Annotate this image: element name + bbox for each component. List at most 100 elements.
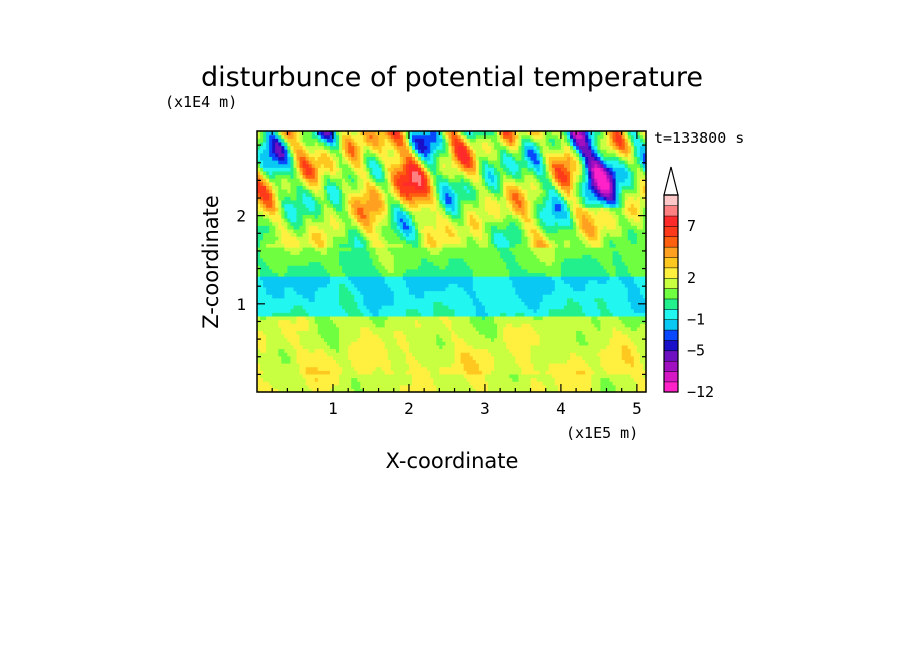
field-cell (606, 359, 611, 364)
field-cell (633, 301, 638, 306)
field-cell (606, 276, 611, 281)
field-cell (287, 370, 292, 375)
field-cell (503, 283, 507, 288)
field-cell (612, 381, 617, 386)
field-cell (378, 388, 383, 393)
field-cell (336, 279, 340, 284)
field-cell (509, 312, 513, 317)
field-cell (263, 323, 267, 328)
field-cell (314, 254, 319, 259)
field-cell (311, 337, 316, 342)
field-cell (624, 257, 629, 263)
field-cell (609, 286, 614, 292)
field-cell (399, 373, 404, 379)
field-cell (570, 344, 574, 350)
field-cell (436, 337, 440, 342)
field-cell (542, 388, 547, 393)
field-cell (405, 334, 410, 339)
field-cell (342, 377, 346, 382)
field-cell (554, 319, 559, 324)
field-cell (390, 254, 395, 259)
field-cell (411, 305, 416, 310)
field-cell (533, 279, 538, 284)
field-cell (487, 290, 492, 295)
field-cell (630, 366, 635, 371)
field-cell (442, 341, 447, 346)
field-cell (257, 297, 261, 302)
field-cell (421, 344, 425, 350)
field-cell (591, 254, 595, 259)
field-cell (366, 334, 371, 339)
field-cell (393, 384, 398, 389)
field-cell (536, 341, 541, 346)
field-cell (293, 359, 298, 364)
field-cell (621, 305, 626, 310)
field-cell (460, 305, 465, 310)
field-cell (509, 366, 513, 371)
field-cell (332, 290, 337, 295)
field-cell (293, 381, 298, 386)
field-cell (257, 323, 261, 328)
field-cell (478, 337, 483, 342)
field-cell (293, 326, 298, 331)
field-cell (360, 334, 364, 339)
field-cell (430, 352, 434, 357)
field-cell (415, 290, 419, 295)
field-cell (430, 323, 434, 328)
field-cell (305, 348, 310, 353)
field-cell (472, 366, 477, 371)
field-cell (576, 334, 580, 339)
field-cell (487, 341, 492, 346)
field-cell (314, 294, 319, 299)
field-cell (305, 268, 310, 273)
field-cell (521, 366, 526, 371)
field-cell (603, 279, 608, 284)
field-cell (518, 326, 522, 331)
field-cell (548, 366, 553, 371)
field-cell (281, 373, 285, 379)
field-cell (408, 381, 413, 386)
field-cell (296, 294, 301, 299)
field-cell (515, 283, 519, 288)
field-cell (445, 279, 450, 284)
field-cell (515, 341, 519, 346)
field-cell (533, 265, 538, 270)
field-cell (342, 344, 346, 350)
field-cell (369, 250, 374, 255)
field-cell (314, 337, 319, 342)
field-cell (405, 294, 410, 299)
field-cell (521, 279, 526, 284)
field-cell (293, 312, 298, 317)
field-cell (329, 388, 334, 393)
field-cell (281, 341, 285, 346)
field-cell (506, 355, 510, 360)
field-cell (457, 268, 462, 273)
field-cell (287, 276, 292, 281)
field-cell (302, 384, 307, 389)
field-cell (621, 334, 626, 339)
field-cell (402, 312, 407, 317)
field-cell (317, 257, 322, 263)
field-cell (494, 286, 498, 292)
field-cell (475, 265, 480, 270)
field-cell (512, 348, 516, 353)
field-cell (506, 348, 510, 353)
field-cell (332, 305, 337, 310)
field-cell (381, 254, 386, 259)
field-cell (415, 381, 419, 386)
field-cell (299, 359, 304, 364)
field-cell (448, 308, 453, 313)
field-cell (560, 305, 565, 310)
field-cell (399, 381, 404, 386)
field-cell (588, 326, 592, 331)
field-cell (363, 261, 368, 266)
field-cell (269, 348, 273, 353)
field-cell (351, 265, 355, 270)
field-cell (603, 290, 608, 295)
field-cell (494, 366, 498, 371)
field-cell (433, 330, 437, 335)
field-cell (475, 319, 480, 324)
field-cell (314, 286, 319, 292)
field-cell (366, 337, 371, 342)
field-cell (560, 319, 565, 324)
